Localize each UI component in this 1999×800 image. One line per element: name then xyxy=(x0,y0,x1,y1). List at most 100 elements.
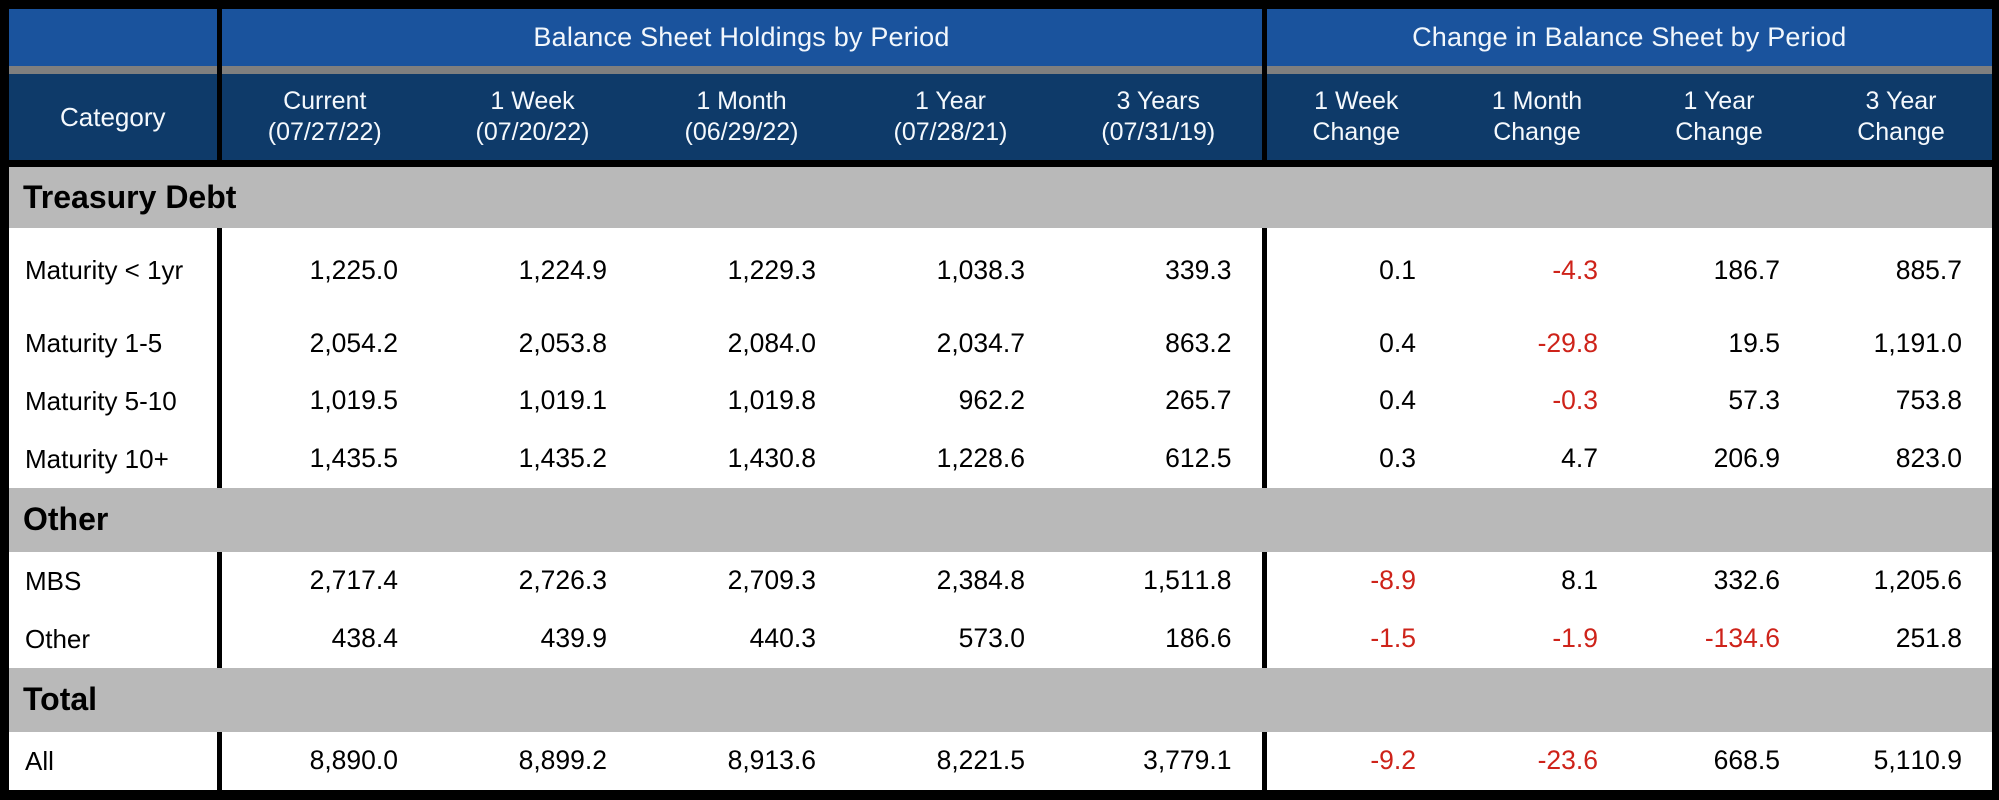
change-value: -4.3 xyxy=(1552,255,1598,286)
column-header-1-week: 1 Week (07/20/22) xyxy=(428,74,637,168)
header-line: (07/27/22) xyxy=(267,118,382,147)
table-row: Maturity 5-10 1,019.5 1,019.1 1,019.8 96… xyxy=(9,372,1992,430)
holdings-value: 3,779.1 xyxy=(1055,731,1267,790)
section-header-row: Total xyxy=(9,667,1993,732)
holdings-value: 440.3 xyxy=(749,623,816,654)
column-header-current: Current (07/27/22) xyxy=(219,74,428,168)
header-line: 1 Week xyxy=(1314,86,1399,115)
header-line: 3 Years xyxy=(1116,86,1200,115)
header-line: Change xyxy=(1493,118,1581,147)
header-line: (07/28/21) xyxy=(893,118,1008,147)
header-stripe xyxy=(9,65,222,75)
change-value: 823.0 xyxy=(1895,443,1963,474)
holdings-value: 2,709.3 xyxy=(727,565,816,596)
row-label: Maturity 10+ xyxy=(9,429,222,488)
holdings-value: 2,726.3 xyxy=(518,565,607,596)
change-value: 0.4 xyxy=(1379,327,1416,358)
holdings-value: 1,224.9 xyxy=(518,255,607,286)
row-label: Maturity 5-10 xyxy=(9,372,222,430)
row-label: Other xyxy=(9,609,222,668)
row-label: Maturity < 1yr xyxy=(9,227,222,315)
holdings-value: 2,053.8 xyxy=(518,327,607,358)
change-value: 4.7 xyxy=(1561,443,1598,474)
holdings-value: 2,717.4 xyxy=(309,565,398,596)
holdings-value: 1,019.8 xyxy=(727,385,816,416)
change-value: 8.1 xyxy=(1561,565,1598,596)
section-header-total: Total xyxy=(9,667,1993,732)
column-header-3-years: 3 Years (07/31/19) xyxy=(1055,74,1267,168)
change-value: 206.9 xyxy=(1713,443,1780,474)
holdings-value: 1,228.6 xyxy=(936,443,1025,474)
header-stripe-row xyxy=(9,65,1993,75)
section-header-other: Other xyxy=(9,487,1993,552)
row-label: MBS xyxy=(9,551,222,610)
change-value: -1.9 xyxy=(1552,623,1598,654)
holdings-value: 1,229.3 xyxy=(727,255,816,286)
section-header-row: Other xyxy=(9,487,1993,552)
holdings-value: 1,019.1 xyxy=(518,385,607,416)
holdings-value: 962.2 xyxy=(958,385,1025,416)
holdings-value: 612.5 xyxy=(1055,429,1267,488)
row-label: All xyxy=(9,731,222,790)
header-line: Change xyxy=(1857,118,1945,147)
change-value: -9.2 xyxy=(1370,745,1416,776)
balance-sheet-table: Balance Sheet Holdings by Period Change … xyxy=(9,9,1993,790)
holdings-value: 2,084.0 xyxy=(727,327,816,358)
change-value: -0.3 xyxy=(1552,385,1598,416)
change-value: -23.6 xyxy=(1537,745,1598,776)
table-row: Maturity 1-5 2,054.2 2,053.8 2,084.0 2,0… xyxy=(9,314,1992,372)
header-line: 1 Week xyxy=(490,86,575,115)
holdings-value: 186.6 xyxy=(1055,609,1267,668)
column-header-1-year-change: 1 Year Change xyxy=(1628,74,1810,168)
change-value: -1.5 xyxy=(1370,623,1416,654)
change-value: 19.5 xyxy=(1728,327,1780,358)
header-line: 1 Year xyxy=(1683,86,1755,115)
holdings-value: 1,225.0 xyxy=(309,255,398,286)
change-value: 186.7 xyxy=(1713,255,1780,286)
holdings-value: 1,435.5 xyxy=(309,443,398,474)
header-line: 1 Year xyxy=(915,86,986,115)
change-value: 885.7 xyxy=(1895,255,1963,286)
change-value: 0.3 xyxy=(1379,443,1416,474)
table-row: Maturity < 1yr 1,225.0 1,224.9 1,229.3 1… xyxy=(9,227,1992,315)
change-value: 668.5 xyxy=(1713,745,1780,776)
change-value: -29.8 xyxy=(1537,327,1598,358)
change-value: 1,191.0 xyxy=(1873,327,1963,358)
change-value: 0.4 xyxy=(1379,385,1416,416)
holdings-value: 8,221.5 xyxy=(936,745,1025,776)
change-value: 5,110.9 xyxy=(1873,745,1963,776)
change-value: 332.6 xyxy=(1713,565,1780,596)
change-value: 0.1 xyxy=(1379,255,1416,286)
corner-cell xyxy=(9,9,222,66)
group-header-row: Balance Sheet Holdings by Period Change … xyxy=(9,9,1993,66)
header-line: Change xyxy=(1312,118,1401,147)
header-line: 1 Month xyxy=(696,86,787,115)
header-line: Change xyxy=(1675,118,1763,147)
column-header-1-month-change: 1 Month Change xyxy=(1446,74,1628,168)
holdings-value: 2,384.8 xyxy=(936,565,1025,596)
header-line: (07/20/22) xyxy=(475,118,590,147)
change-value: 1,205.6 xyxy=(1873,565,1963,596)
holdings-value: 863.2 xyxy=(1055,314,1267,372)
change-value: 251.8 xyxy=(1895,623,1963,654)
holdings-value: 8,913.6 xyxy=(727,745,816,776)
header-line: 1 Month xyxy=(1491,86,1583,115)
change-value: 753.8 xyxy=(1895,385,1963,416)
change-value: 57.3 xyxy=(1728,385,1780,416)
holdings-value: 439.9 xyxy=(540,623,607,654)
row-label: Maturity 1-5 xyxy=(9,314,222,372)
change-group-title: Change in Balance Sheet by Period xyxy=(1264,9,1993,66)
holdings-value: 1,435.2 xyxy=(518,443,607,474)
table-row: Maturity 10+ 1,435.5 1,435.2 1,430.8 1,2… xyxy=(9,429,1992,488)
table-row: MBS 2,717.4 2,726.3 2,709.3 2,384.8 1,51… xyxy=(9,551,1992,610)
column-header-3-year-change: 3 Year Change xyxy=(1810,74,1993,168)
holdings-value: 8,890.0 xyxy=(309,745,398,776)
header-line: (06/29/22) xyxy=(684,118,799,147)
holdings-value: 1,038.3 xyxy=(936,255,1025,286)
header-line: Current xyxy=(283,86,367,115)
column-header-1-month: 1 Month (06/29/22) xyxy=(637,74,846,168)
header-line: 3 Year xyxy=(1865,86,1937,115)
header-line: (07/31/19) xyxy=(1101,118,1216,147)
change-value: -134.6 xyxy=(1704,623,1780,654)
